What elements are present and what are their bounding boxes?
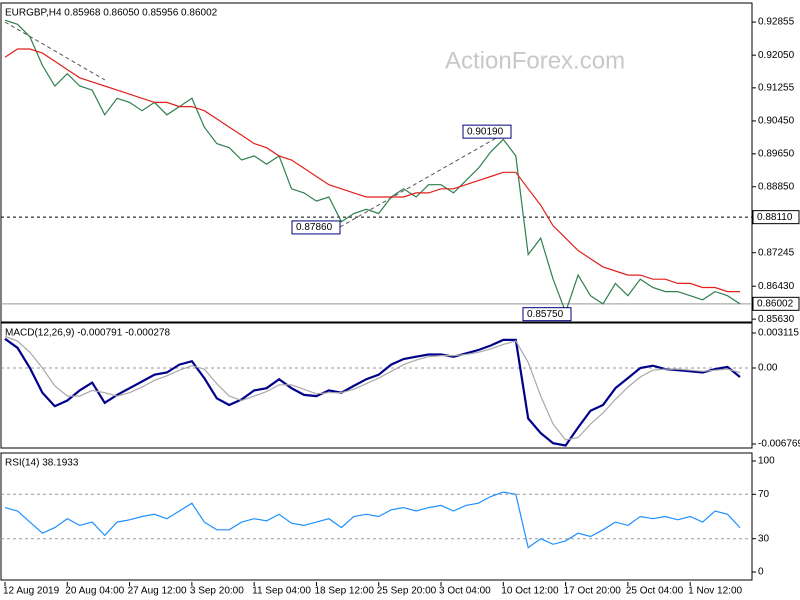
annotation-label: 0.90190 <box>467 126 504 137</box>
x-tick-label: 11 Sep 04:00 <box>252 586 311 597</box>
annotation-box <box>291 220 341 235</box>
panel-frame <box>0 322 753 449</box>
y-tick-label: 0 <box>758 567 764 578</box>
y-tick-label: -0.006769 <box>758 439 800 450</box>
level-label-box <box>752 296 800 311</box>
trend-line <box>339 132 506 228</box>
x-tick-label: 12 Aug 2019 <box>3 586 60 597</box>
x-tick-label: 20 Aug 04:00 <box>65 586 124 597</box>
y-tick-label: 0.003115 <box>758 328 799 339</box>
y-tick-label: 0.88850 <box>758 181 795 192</box>
x-tick-label: 17 Oct 20:00 <box>564 586 622 597</box>
y-tick-label: 0.90450 <box>758 116 795 127</box>
x-tick-label: 18 Sep 12:00 <box>314 586 374 597</box>
panel-title: MACD(12,26,9) -0.000791 -0.000278 <box>5 328 171 339</box>
annotation-box <box>462 124 512 139</box>
level-label-box <box>752 210 800 225</box>
y-tick-label: 30 <box>758 533 770 544</box>
series-line <box>4 335 741 441</box>
x-tick-label: 10 Oct 12:00 <box>501 586 559 597</box>
x-tick-label: 3 Oct 04:00 <box>439 586 491 597</box>
y-tick-label: 0.92855 <box>758 17 795 28</box>
series-line <box>4 19 741 314</box>
y-tick-label: 100 <box>758 456 775 467</box>
annotation-label: 0.87860 <box>296 222 333 233</box>
watermark: ActionForex.com <box>445 47 625 74</box>
y-tick-label: 0.89650 <box>758 148 795 159</box>
series-line <box>4 491 741 549</box>
x-tick-label: 3 Sep 20:00 <box>190 586 244 597</box>
panel-frame <box>0 2 753 323</box>
y-tick-label: 70 <box>758 489 770 500</box>
y-tick-label: 0.91255 <box>758 82 795 93</box>
y-tick-label: 0.92050 <box>758 50 795 61</box>
level-label: 0.88110 <box>757 212 793 223</box>
annotation-box <box>522 307 572 322</box>
series-line <box>4 48 740 293</box>
x-tick-label: 25 Sep 20:00 <box>377 586 437 597</box>
trend-line <box>4 21 106 81</box>
series-line <box>4 337 741 447</box>
y-tick-label: 0.00 <box>758 363 778 374</box>
y-tick-label: 0.87245 <box>758 247 795 258</box>
y-tick-label: 0.86430 <box>758 281 795 292</box>
annotation-label: 0.85750 <box>527 309 564 320</box>
x-tick-label: 25 Oct 04:00 <box>626 586 684 597</box>
x-tick-label: 27 Aug 12:00 <box>128 586 187 597</box>
x-tick-label: 1 Nov 12:00 <box>688 586 742 597</box>
panel-title: RSI(14) 38.1933 <box>5 458 79 469</box>
panel-title: EURGBP,H4 0.85968 0.86050 0.85956 0.8600… <box>5 8 218 19</box>
y-tick-label: 0.85630 <box>758 314 795 325</box>
panel-frame <box>0 452 753 581</box>
level-label: 0.86002 <box>757 298 794 309</box>
